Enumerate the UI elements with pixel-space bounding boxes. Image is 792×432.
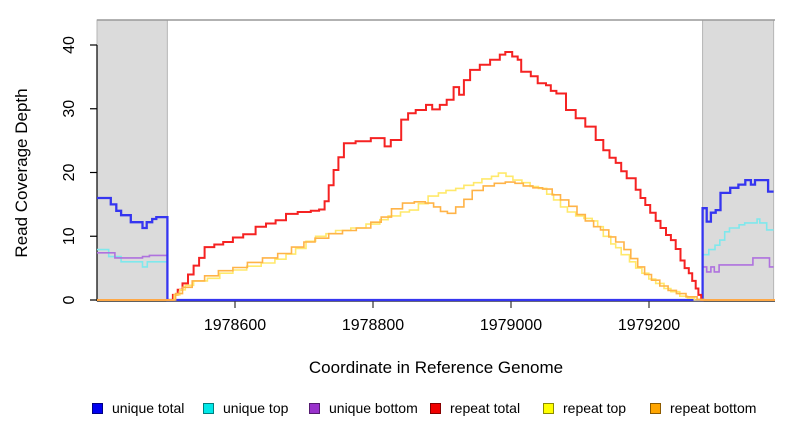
x-axis-ticks <box>234 301 650 308</box>
legend-label-unique-top: unique top <box>223 400 289 416</box>
legend-swatch-repeat-total <box>430 402 441 414</box>
legend-item-unique-total: unique total <box>92 399 184 417</box>
series-layer <box>97 51 775 302</box>
y-tick-labels: 0 10 20 30 40 <box>61 36 78 304</box>
series-line-unique-bottom <box>97 252 774 301</box>
chart-legend: unique total unique top unique bottom repea… <box>0 399 792 421</box>
legend-swatch-unique-total <box>92 402 103 414</box>
legend-label-unique-bottom: unique bottom <box>329 400 418 416</box>
x-tick-1978800: 1978800 <box>342 317 404 334</box>
y-tick-30: 30 <box>61 100 78 118</box>
y-tick-40: 40 <box>61 36 78 54</box>
x-tick-1979000: 1979000 <box>480 317 542 334</box>
series-line-unique-total <box>97 178 774 302</box>
x-tick-labels: 1978600 1978800 1979000 1979200 <box>204 317 680 334</box>
legend-label-unique-total: unique total <box>112 400 185 416</box>
y-axis-ticks <box>90 44 97 301</box>
legend-swatch-repeat-bottom <box>650 402 661 414</box>
shaded-region-right <box>702 19 775 302</box>
legend-item-unique-bottom: unique bottom <box>309 399 418 417</box>
legend-item-unique-top: unique top <box>203 399 288 417</box>
legend-item-repeat-total: repeat total <box>430 399 520 417</box>
series-line-repeat-bottom <box>97 181 775 301</box>
legend-item-repeat-bottom: repeat bottom <box>650 399 756 417</box>
y-tick-10: 10 <box>61 227 78 245</box>
series-line-repeat-top <box>97 172 775 301</box>
y-tick-20: 20 <box>61 164 78 182</box>
x-tick-1979200: 1979200 <box>618 317 680 334</box>
legend-item-repeat-top: repeat top <box>543 399 626 417</box>
x-tick-1978600: 1978600 <box>204 317 266 334</box>
legend-swatch-unique-top <box>203 402 214 414</box>
shaded-region-left <box>96 19 168 302</box>
series-line-unique-top <box>97 218 774 301</box>
series-line-repeat-total <box>97 51 775 301</box>
legend-swatch-unique-bottom <box>309 402 320 414</box>
legend-label-repeat-total: repeat total <box>450 400 521 416</box>
y-tick-0: 0 <box>61 295 78 304</box>
x-axis-label: Coordinate in Reference Genome <box>309 358 563 377</box>
y-axis-label: Read Coverage Depth <box>12 88 31 257</box>
legend-label-repeat-bottom: repeat bottom <box>670 400 757 416</box>
legend-label-repeat-top: repeat top <box>563 400 627 416</box>
legend-swatch-repeat-top <box>543 402 554 414</box>
